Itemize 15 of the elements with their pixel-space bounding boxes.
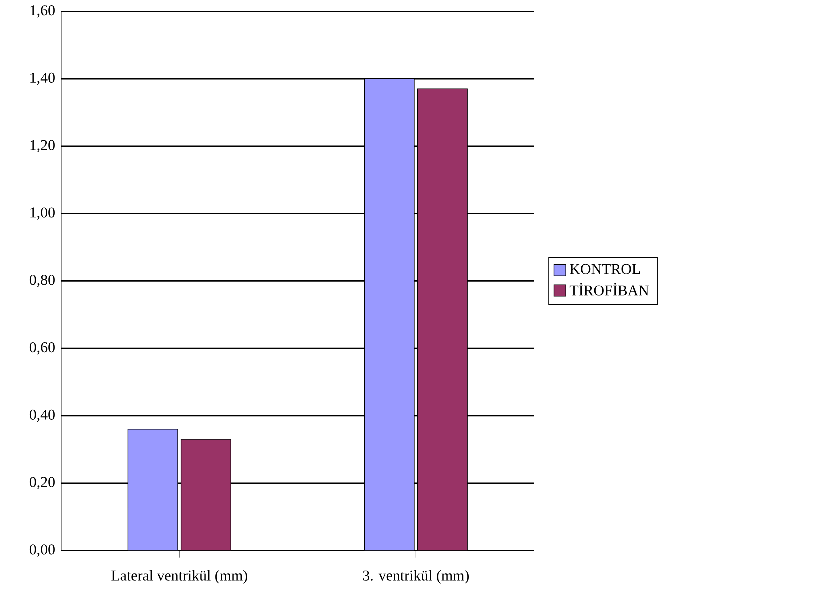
y-tick-label: 0,40: [30, 410, 55, 422]
x-tick-label: 3. ventrikül (mm): [363, 570, 470, 584]
y-tick-label: 1,20: [30, 140, 55, 152]
y-tick-label: 1,60: [30, 5, 55, 18]
x-tick-label: Lateral ventrikül (mm): [112, 570, 248, 584]
legend-label: TİROFİBAN: [570, 283, 649, 296]
y-tick-label: 0,60: [30, 342, 55, 354]
y-tick-label: 0,00: [30, 544, 55, 557]
bar: [364, 78, 415, 551]
legend-label: KONTROL: [570, 264, 640, 274]
y-tick-label: 1,40: [30, 72, 55, 85]
bar: [128, 429, 178, 551]
y-tick-label: 1,00: [30, 207, 55, 220]
y-tick-label: 0,80: [30, 274, 55, 288]
y-tick-label: 0,20: [30, 477, 55, 490]
